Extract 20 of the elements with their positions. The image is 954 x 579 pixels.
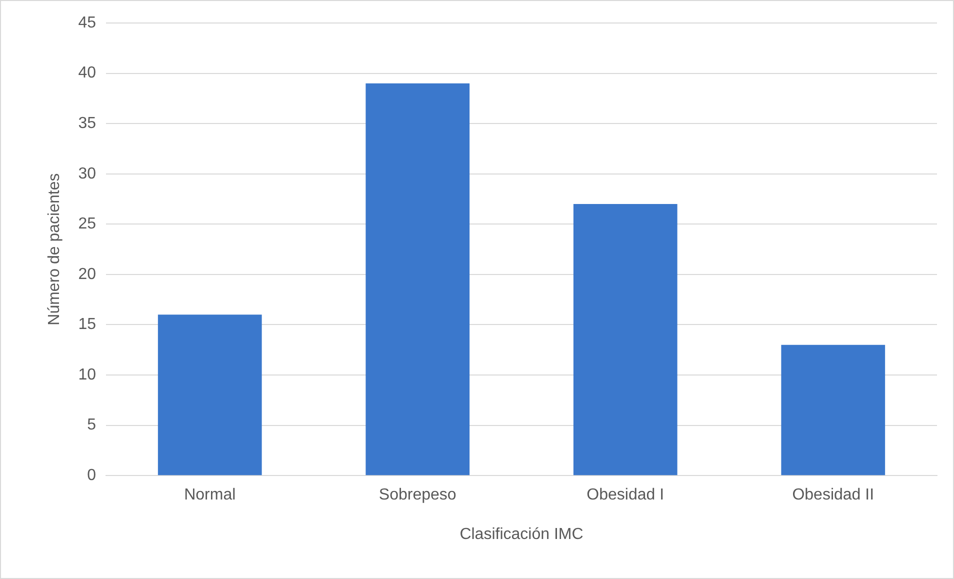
bar — [158, 314, 262, 476]
y-tick-label: 45 — [78, 14, 96, 32]
x-tick-label: Obesidad I — [586, 486, 664, 504]
y-tick-label: 0 — [87, 467, 96, 484]
bar — [573, 204, 678, 476]
x-tick-label: Normal — [184, 486, 236, 504]
y-tick-label: 25 — [78, 216, 96, 233]
x-tick-label: Sobrepeso — [378, 486, 456, 504]
x-axis-title: Clasificación IMC — [460, 526, 584, 543]
y-tick-label: 20 — [78, 266, 96, 283]
x-tick-label: Obesidad II — [792, 486, 874, 504]
bar — [781, 344, 886, 476]
y-tick-label: 35 — [78, 114, 96, 132]
y-tick-label: 5 — [87, 416, 96, 434]
y-tick-label: 10 — [78, 366, 96, 384]
y-tick-label: 15 — [78, 316, 96, 334]
y-tick-label: 40 — [78, 64, 96, 82]
y-tick-label: 30 — [78, 165, 96, 182]
bar — [366, 83, 470, 476]
y-axis-title: Número de pacientes — [46, 173, 64, 326]
